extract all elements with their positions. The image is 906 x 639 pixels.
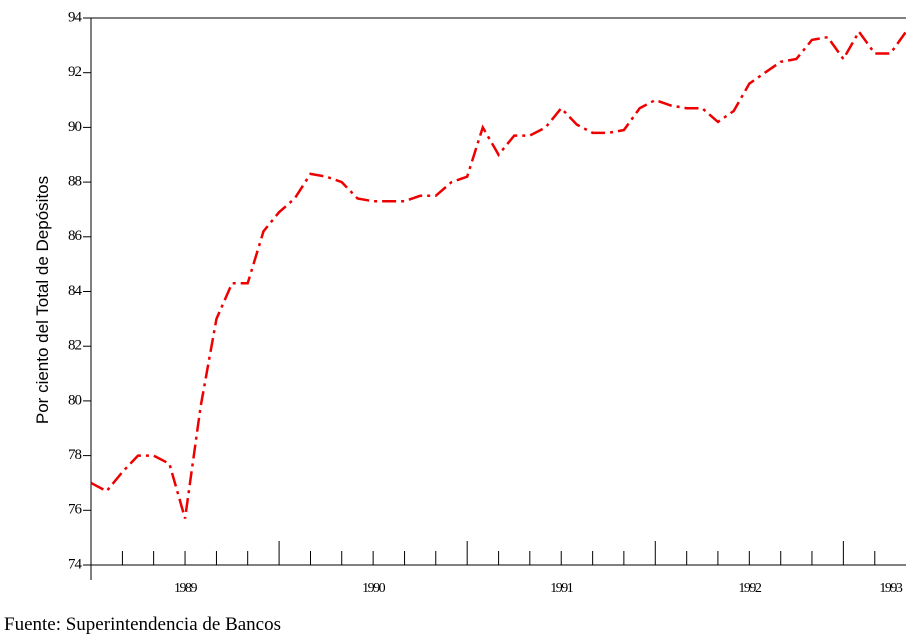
y-tick-label: 94: [68, 9, 83, 25]
y-tick-label: 90: [68, 119, 82, 135]
y-tick-label: 78: [68, 447, 82, 463]
y-tick-label: 84: [68, 283, 83, 299]
y-tick-label: 86: [68, 228, 83, 244]
y-tick-label: 82: [68, 338, 82, 354]
source-note: Fuente: Superintendencia de Bancos: [4, 614, 281, 635]
data-line: [90, 29, 906, 519]
y-axis-title: Por ciento del Total de Depósitos: [33, 176, 52, 424]
x-tick-label: 1992: [738, 581, 762, 596]
x-tick-label: 1990: [362, 581, 386, 596]
y-tick-label: 80: [68, 392, 82, 408]
y-tick-label: 88: [68, 174, 82, 190]
x-tick-label: 1989: [174, 581, 198, 596]
x-tick-label: 1991: [550, 581, 574, 596]
y-tick-label: 76: [68, 502, 83, 518]
y-tick-label: 74: [68, 556, 83, 572]
x-tick-label: 1993: [879, 581, 903, 596]
y-tick-label: 92: [68, 64, 82, 80]
